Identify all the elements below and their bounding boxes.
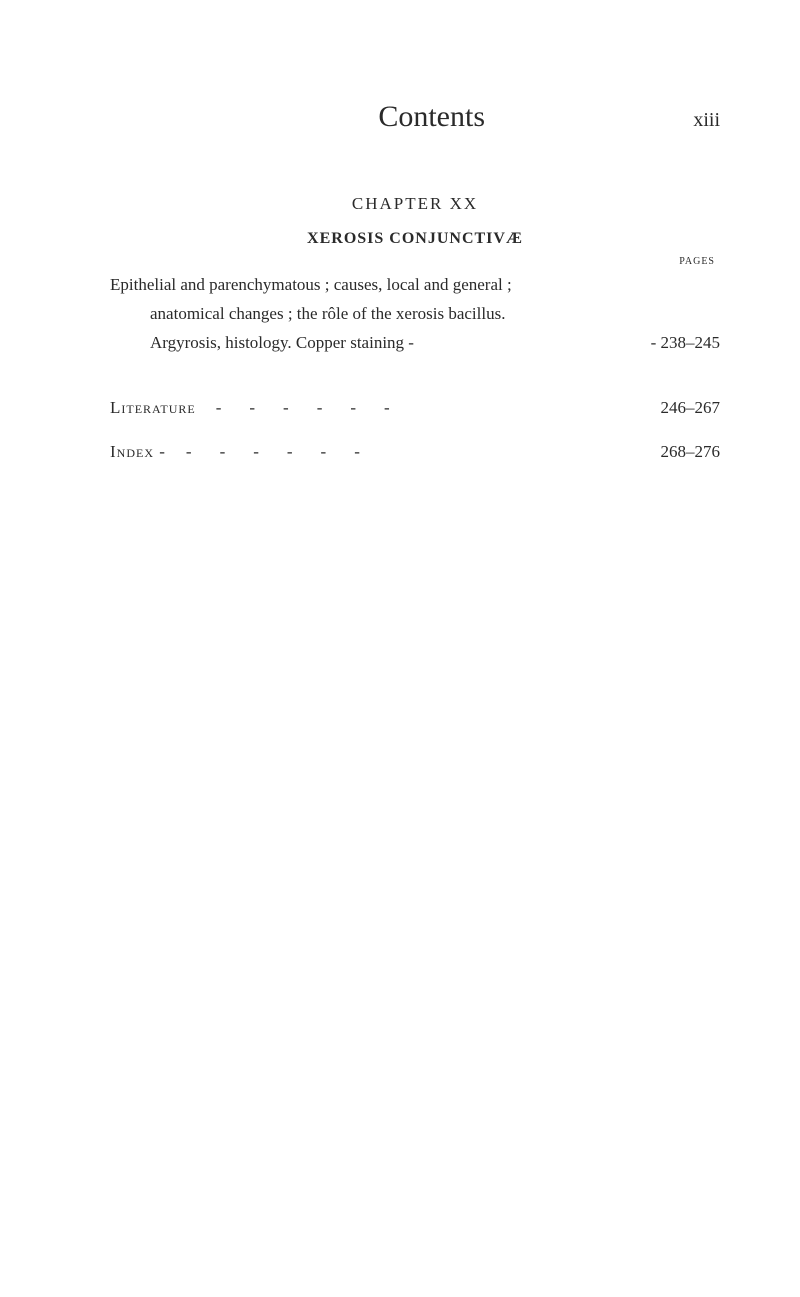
body-line-2: anatomical changes ; the rôle of the xer… (150, 300, 720, 329)
chapter-subtitle: XEROSIS CONJUNCTIVÆ (110, 230, 720, 248)
index-label: Index - (110, 442, 166, 462)
header-row: Contents xiii (110, 100, 720, 134)
index-row: Index - ------ 268–276 (110, 442, 720, 462)
chapter-description: Epithelial and parenchymatous ; causes, … (110, 271, 720, 358)
literature-label: Literature (110, 398, 196, 418)
body-line-3-text: Argyrosis, histology. Copper staining - (150, 333, 414, 352)
body-line-3: Argyrosis, histology. Copper staining - … (150, 329, 720, 358)
index-pages: 268–276 (661, 442, 721, 462)
page-number-roman: xiii (693, 109, 720, 132)
pages-heading: PAGES (110, 256, 720, 267)
body-line-3-pages: - 238–245 (651, 329, 720, 358)
body-line-1: Epithelial and parenchymatous ; causes, … (110, 271, 720, 300)
literature-dashes: ------ (196, 398, 661, 418)
index-dashes: ------ (166, 442, 661, 462)
contents-title: Contents (170, 100, 693, 134)
chapter-label: CHAPTER XX (110, 194, 720, 214)
literature-pages: 246–267 (661, 398, 721, 418)
literature-row: Literature ------ 246–267 (110, 398, 720, 418)
